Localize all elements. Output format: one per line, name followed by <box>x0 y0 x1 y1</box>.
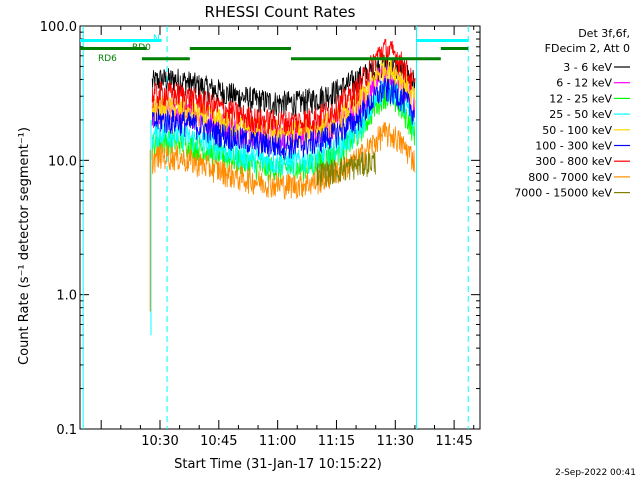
x-tick-label: 10:45 <box>200 434 237 449</box>
legend-entry-label: 50 - 100 keV <box>542 124 612 137</box>
y-tick-label: 1.0 <box>56 289 77 304</box>
legend-entry-label: 100 - 300 keV <box>535 140 612 153</box>
series-line <box>151 77 416 160</box>
legend-entry-label: 300 - 800 keV <box>535 155 612 168</box>
annotation-bar-label: RD0 <box>132 43 151 53</box>
legend-entry-label: 7000 - 15000 keV <box>514 187 612 200</box>
y-tick-label: 10.0 <box>48 154 77 169</box>
series-group <box>151 38 416 200</box>
annotation-bar-label: RD6 <box>98 54 117 64</box>
series-line <box>151 53 416 118</box>
timestamp: 2-Sep-2022 00:41 <box>555 468 636 478</box>
chart-title: RHESSI Count Rates <box>205 3 356 21</box>
legend-entry-label: 6 - 12 keV <box>556 77 612 90</box>
legend-entry-label: 12 - 25 keV <box>549 92 612 105</box>
plot-area: 0.1 1.0 10.0 100.0 10:30 10:45 11:00 11:15 11:30… <box>40 20 630 449</box>
y-axis-label: Count Rate (s⁻¹ detector segment⁻¹) <box>17 127 32 365</box>
x-tick-label: 11:00 <box>259 434 296 449</box>
x-tick-label: 11:30 <box>377 434 414 449</box>
legend-entry-label: 3 - 6 keV <box>563 61 612 74</box>
x-tick-label: 11:45 <box>435 434 472 449</box>
plot-frame <box>79 25 481 430</box>
x-tick-label: 10:30 <box>141 434 178 449</box>
legend-entry-label: 25 - 50 keV <box>549 108 612 121</box>
y-tick-label: 0.1 <box>56 423 77 438</box>
y-tick-label: 100.0 <box>40 20 77 35</box>
x-tick-label: 11:15 <box>318 434 355 449</box>
legend-entry-label: 800 - 7000 keV <box>528 171 612 184</box>
x-axis-label: Start Time (31-Jan-17 10:15:22) <box>174 457 382 472</box>
series-line <box>316 151 377 188</box>
legend-header-decimation: FDecim 2, Att 0 <box>545 42 630 55</box>
series-line <box>151 122 416 200</box>
annotation-bar-label: N <box>153 34 160 44</box>
legend-header-detectors: Det 3f,6f, <box>578 27 630 40</box>
